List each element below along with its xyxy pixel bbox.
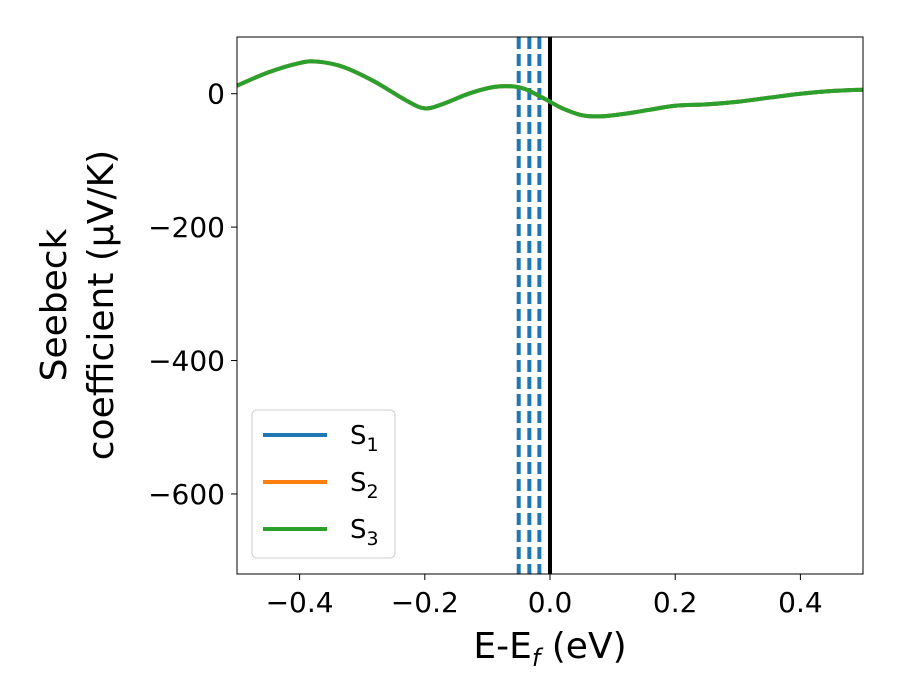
y-tick-label: −600 [148,478,225,511]
legend: S1 S2 S3 [251,409,396,559]
y-tick-label: 0 [207,78,225,111]
y-axis-title-line2: coefficient (μV/K) [81,150,122,460]
y-axis-title-line1: Seebeck [34,228,75,381]
x-tick-label: −0.2 [391,586,459,619]
plot-area [237,37,863,574]
legend-label-s2: S2 [350,468,379,503]
legend-label-s1: S1 [350,421,379,456]
legend-label-s3: S3 [350,515,379,550]
x-tick-label: −0.4 [266,586,334,619]
y-tick-label: −400 [148,345,225,378]
series-line-s3 [237,59,863,119]
y-axis: 0 −200 −400 −600 [148,78,237,511]
x-axis-title: E-Ef (eV) [473,626,626,672]
y-tick-label: −200 [148,211,225,244]
x-axis: −0.4 −0.2 0.0 0.2 0.4 [266,574,823,619]
x-tick-label: 0.2 [653,586,698,619]
x-tick-label: 0.0 [528,586,573,619]
x-tick-label: 0.4 [778,586,823,619]
